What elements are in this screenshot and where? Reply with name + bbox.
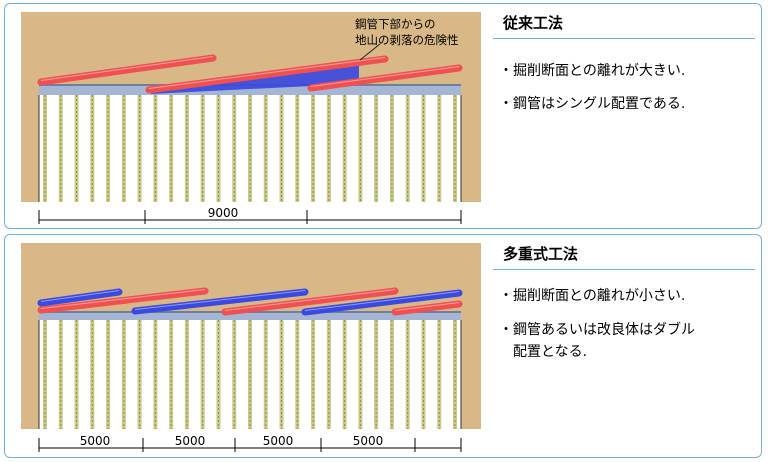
- conventional-method-diagram: 鋼管下部からの 地山の剥落の危険性 9000: [21, 12, 481, 224]
- bullet-dot: ・: [499, 63, 513, 79]
- support-column: [232, 320, 237, 429]
- steel-pipe: [131, 288, 309, 315]
- section-title: 多重式工法: [503, 245, 579, 263]
- pipe-highlight: [224, 289, 396, 311]
- steel-pipe: [221, 287, 399, 316]
- dimension-label: 5000: [353, 434, 384, 448]
- support-column: [421, 320, 426, 429]
- multi-layer-method-diagram: 5000 5000 5000 5000: [21, 243, 481, 452]
- support-column: [311, 320, 316, 429]
- bullet-dot: ・: [499, 288, 513, 304]
- support-column: [153, 320, 158, 429]
- support-column: [184, 320, 189, 429]
- steel-pipe: [37, 54, 217, 86]
- bullet-text: 掘削断面との離れが大きい.: [513, 63, 686, 79]
- steel-pipe: [145, 55, 389, 94]
- conventional-method-panel: 鋼管下部からの 地山の剥落の危険性 9000 従来工法 ・掘削断面との離れが大き…: [4, 3, 762, 229]
- support-column: [74, 320, 79, 429]
- bullet-item: ・鋼管はシングル配置である.: [499, 93, 685, 115]
- steel-pipe: [37, 288, 123, 307]
- support-column: [374, 320, 379, 429]
- bullet-text-continued: 配置となる.: [513, 344, 588, 360]
- deck-band: [39, 311, 461, 320]
- dimension-ticks: [38, 438, 462, 452]
- title-divider: [493, 38, 755, 39]
- bullet-item: ・鋼管あるいは改良体はダブル 配置となる.: [499, 319, 695, 363]
- steel-pipes: [37, 54, 463, 94]
- support-column: [342, 320, 347, 429]
- section-title: 従来工法: [503, 14, 564, 32]
- multi-layer-method-panel: 5000 5000 5000 5000 多重式工法 ・掘削断面との離れが小さい.…: [4, 234, 762, 458]
- support-column: [248, 320, 252, 429]
- steel-pipe: [37, 287, 209, 314]
- pipe-highlight: [394, 302, 460, 311]
- support-column: [200, 320, 205, 429]
- pipe-highlight: [148, 57, 386, 89]
- dimension-label: 5000: [80, 434, 111, 448]
- support-column: [121, 320, 126, 429]
- dimension-label: 9000: [208, 206, 239, 220]
- dimension-ticks: [38, 210, 462, 224]
- support-column: [437, 320, 442, 429]
- support-column: [216, 320, 221, 429]
- bullet-item: ・掘削断面との離れが小さい.: [499, 285, 685, 307]
- support-column: [169, 320, 174, 429]
- pipe-highlight: [310, 66, 460, 87]
- annotation-line2: 地山の剥落の危険性: [355, 33, 459, 47]
- steel-pipes: [37, 287, 463, 316]
- pipe-highlight: [40, 289, 206, 309]
- deck-band: [39, 84, 461, 95]
- bullet-text: 掘削断面との離れが小さい.: [513, 288, 686, 304]
- support-column: [263, 320, 268, 429]
- title-divider: [493, 269, 755, 270]
- bullet-item: ・掘削断面との離れが大きい.: [499, 60, 685, 82]
- support-column: [453, 320, 457, 429]
- annotation-line1: 鋼管下部からの: [355, 17, 436, 31]
- support-columns: [38, 95, 462, 202]
- pipe-highlight: [40, 56, 214, 81]
- pipe-highlight: [134, 290, 306, 310]
- bullet-dot: ・: [499, 322, 513, 338]
- support-column: [137, 320, 142, 429]
- support-column: [58, 320, 63, 429]
- annotation-leader: [359, 43, 381, 61]
- steel-pipe: [391, 300, 463, 316]
- support-column: [106, 320, 111, 429]
- support-column: [326, 320, 331, 429]
- pipe-highlight: [40, 290, 120, 302]
- steel-pipe: [307, 64, 463, 92]
- dimension-label: 5000: [263, 434, 294, 448]
- bullet-dot: ・: [499, 96, 513, 112]
- bullet-text: 鋼管あるいは改良体はダブル: [513, 322, 695, 338]
- support-column: [405, 320, 410, 429]
- steel-pipe: [301, 289, 463, 316]
- dimension-label: 5000: [175, 434, 206, 448]
- support-column: [279, 320, 284, 429]
- bullet-text: 鋼管はシングル配置である.: [513, 96, 686, 112]
- support-columns: [38, 320, 462, 429]
- support-column: [90, 320, 95, 429]
- support-column: [295, 320, 300, 429]
- pipe-highlight: [304, 291, 460, 311]
- support-column: [43, 320, 47, 429]
- support-column: [389, 320, 394, 429]
- support-column: [358, 320, 363, 429]
